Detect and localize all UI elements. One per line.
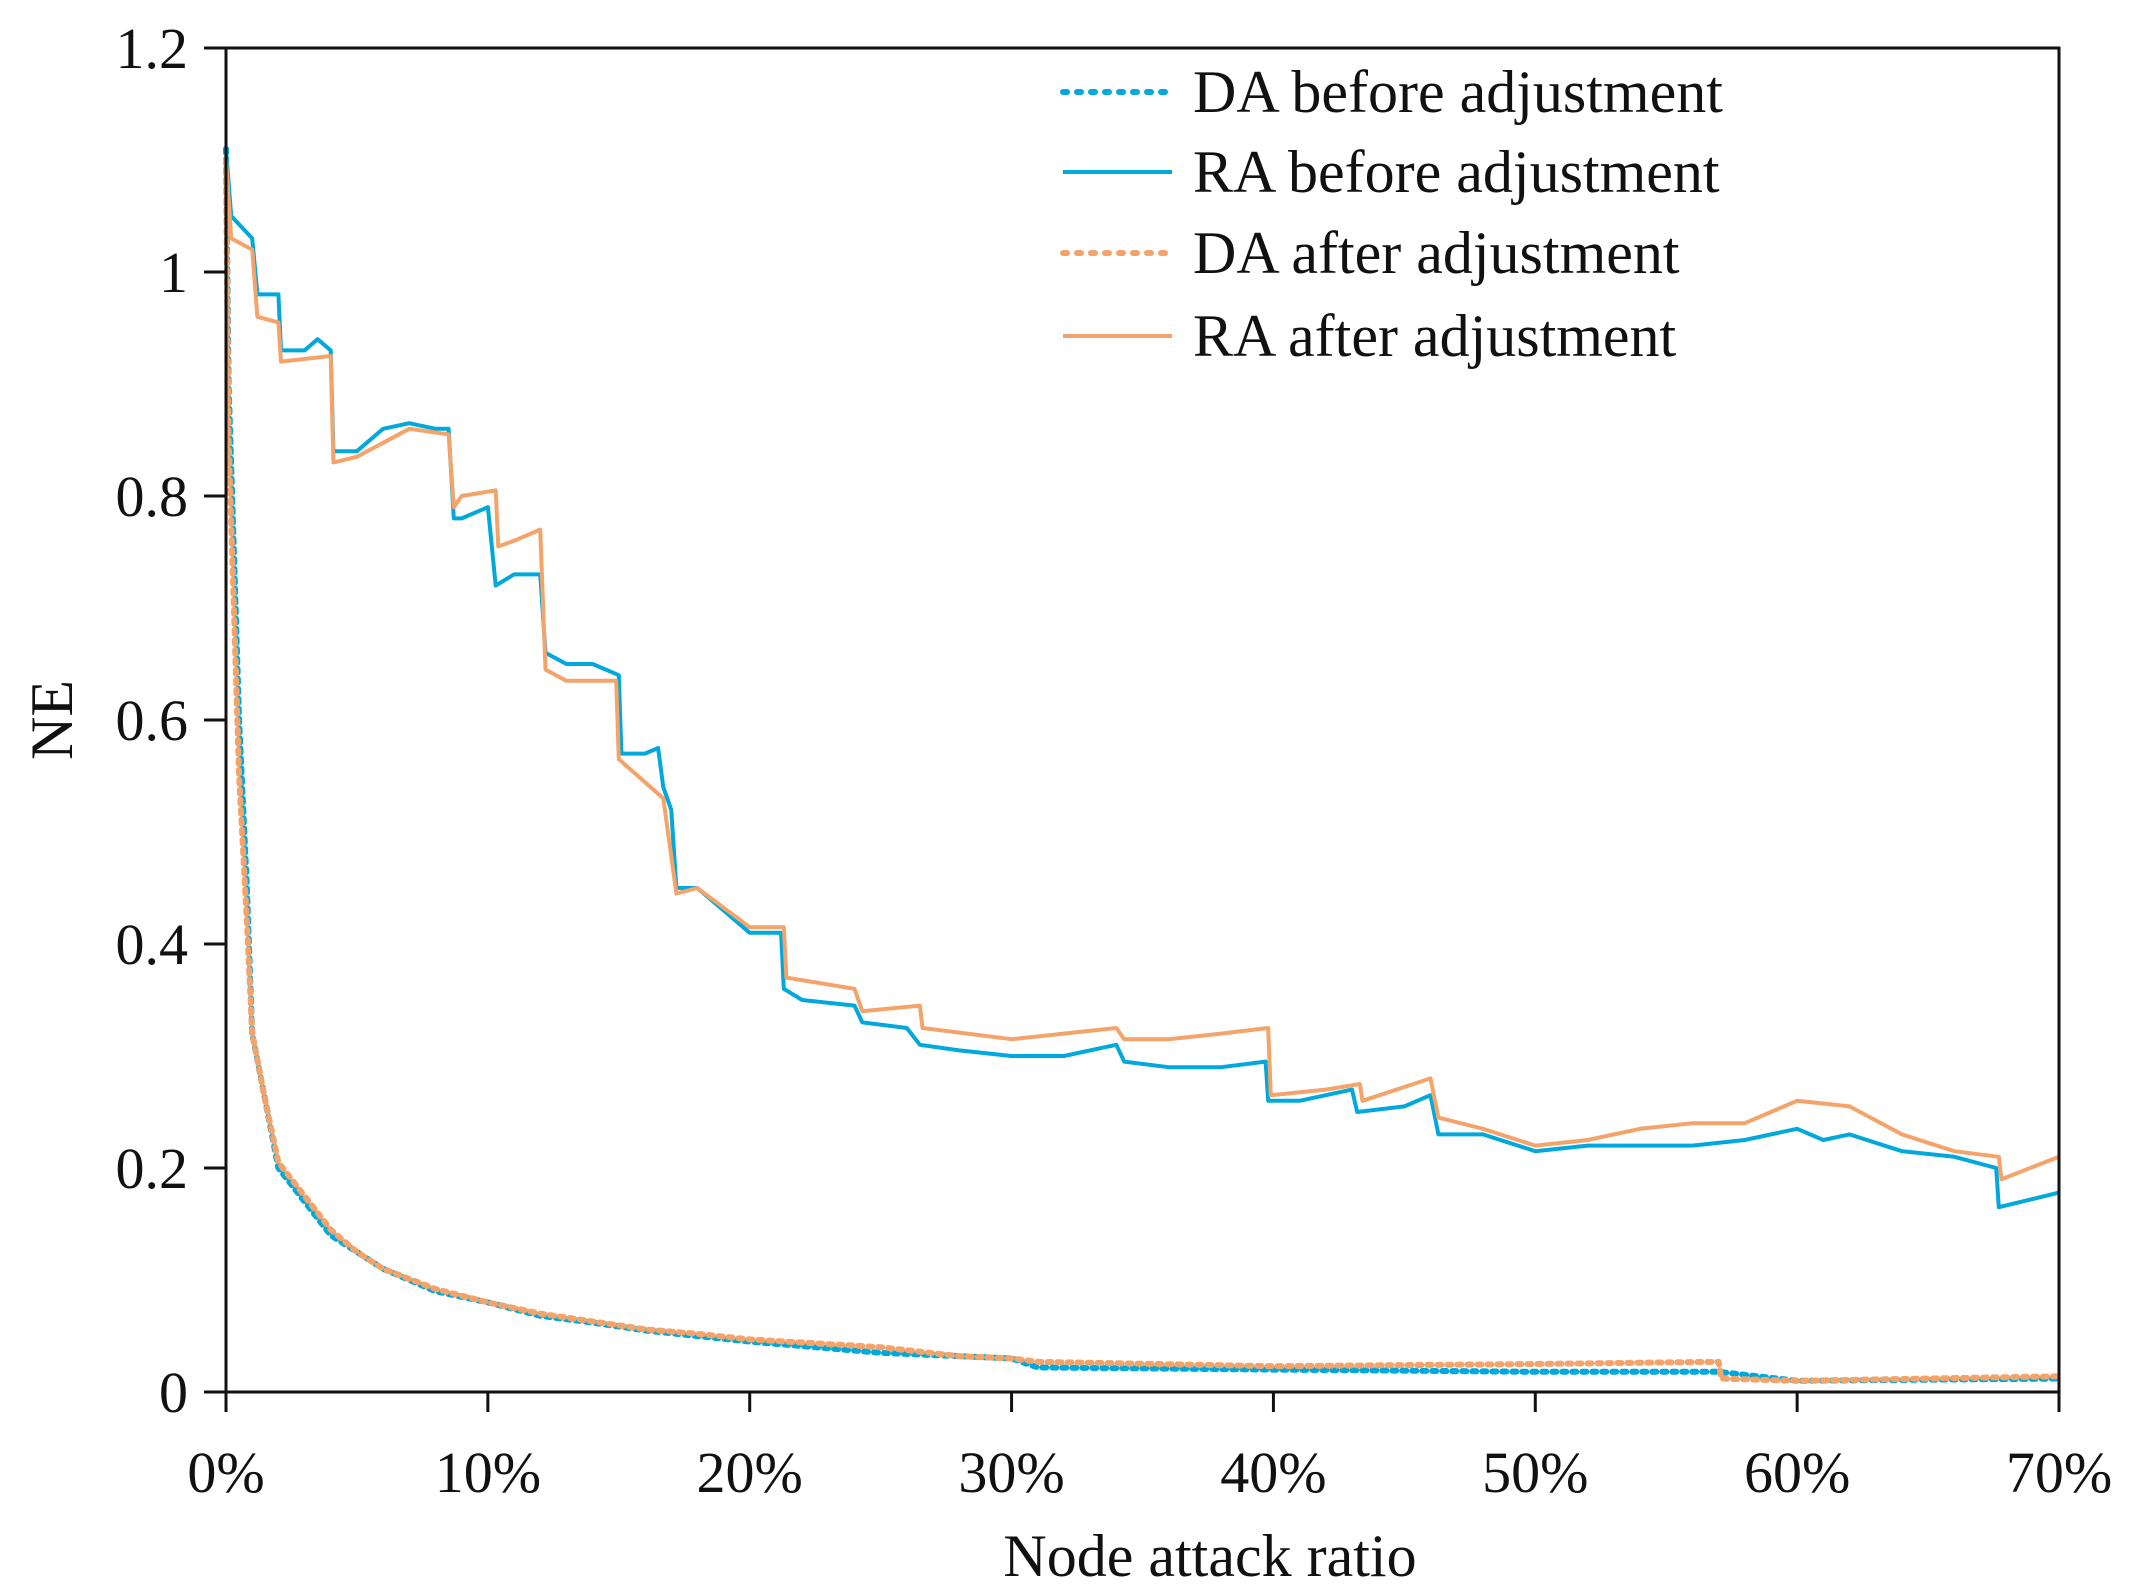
series-line-ra-before-adjustment (224, 148, 2060, 1210)
x-tick-label: 70% (2006, 1440, 2112, 1505)
legend-label: RA before adjustment (1193, 139, 1720, 205)
y-tick-label: 0.4 (116, 912, 189, 977)
x-tick-label: 60% (1744, 1440, 1850, 1505)
y-tick-label: 0.8 (116, 464, 189, 529)
x-tick-label: 30% (958, 1440, 1064, 1505)
x-tick-label: 20% (697, 1440, 803, 1505)
legend-label: RA after adjustment (1193, 303, 1677, 369)
series-layer (223, 145, 2062, 1384)
legend: DA before adjustment RA before adjustment… (1060, 59, 1723, 369)
y-tick-label: 1.2 (116, 16, 189, 81)
y-axis-label: NE (19, 680, 85, 760)
y-tick-label: 1 (159, 240, 188, 305)
legend-label: DA before adjustment (1193, 59, 1723, 125)
y-tick-label: 0.6 (116, 688, 189, 753)
axes-layer: 0% 10% 20% 30% 40% 50% 60% 70% 0 0.2 0.4 0.6 0.8 1 1.2 (116, 16, 2113, 1505)
series-line-ra-after-adjustment (224, 159, 2060, 1182)
legend-label: DA after adjustment (1193, 220, 1680, 286)
x-axis-label: Node attack ratio (1003, 1523, 1416, 1589)
series-line-da-after-adjustment (223, 157, 2062, 1384)
plot-frame (224, 46, 2061, 1394)
x-tick-label: 10% (435, 1440, 541, 1505)
x-tick-label: 50% (1482, 1440, 1588, 1505)
x-tick-label: 40% (1220, 1440, 1326, 1505)
series-line-da-before-adjustment (223, 145, 2062, 1384)
y-tick-label: 0.2 (116, 1136, 189, 1201)
x-tick-label: 0% (187, 1440, 264, 1505)
y-tick-label: 0 (159, 1360, 188, 1425)
